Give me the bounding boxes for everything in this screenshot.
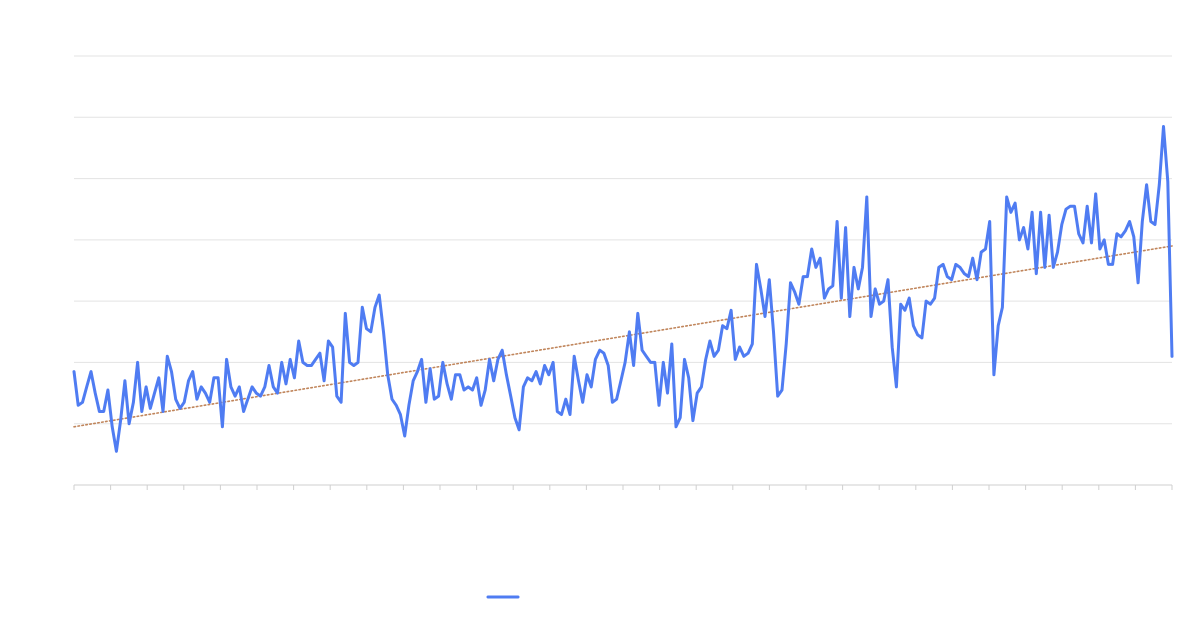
series-layer	[72, 125, 1174, 453]
gridlines	[74, 55, 1172, 486]
trendline-layer	[73, 245, 1173, 428]
trendline	[73, 245, 1173, 428]
series-line	[72, 125, 1174, 453]
x-axis	[73, 485, 1173, 490]
